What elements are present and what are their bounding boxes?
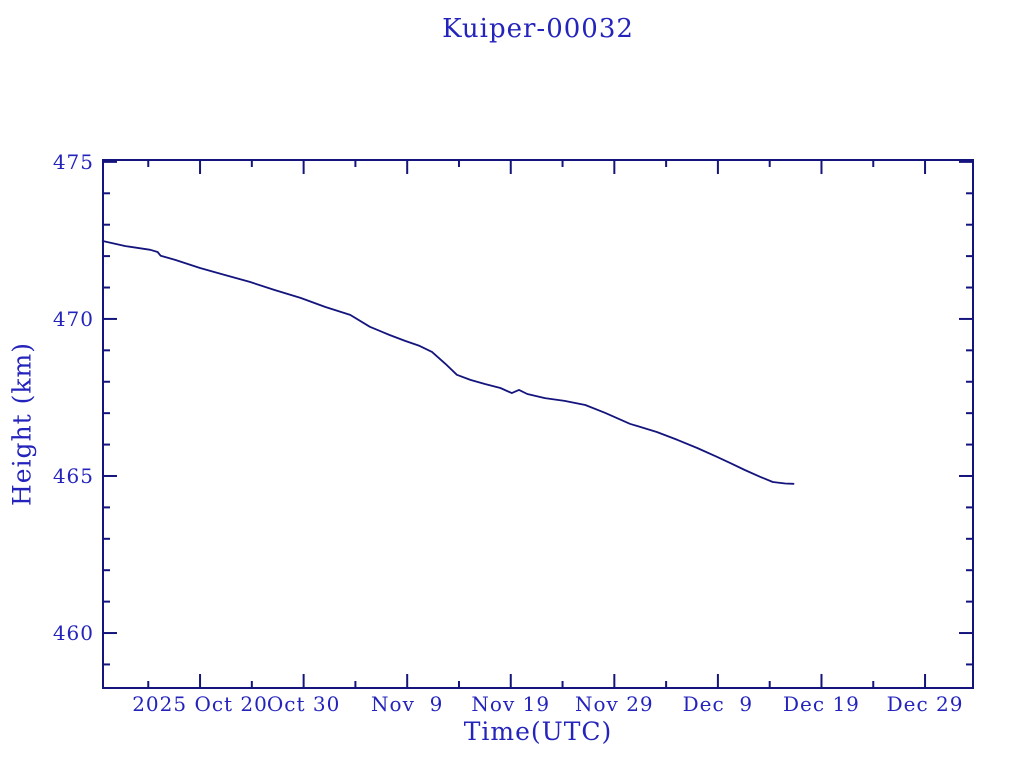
x-tick-label: 2025 Oct 20 xyxy=(132,692,268,716)
chart-title: Kuiper-00032 xyxy=(442,14,634,44)
x-tick-label: Dec 29 xyxy=(887,692,964,716)
x-tick-label: Nov 19 xyxy=(471,692,550,716)
x-axis-label: Time(UTC) xyxy=(463,717,613,746)
x-tick-label: Nov 29 xyxy=(575,692,654,716)
y-axis-label: Height (km) xyxy=(7,341,37,507)
y-tick-label: 475 xyxy=(53,150,94,174)
plot-frame xyxy=(102,159,974,689)
y-tick-label: 460 xyxy=(53,621,94,645)
x-tick-label: Nov 9 xyxy=(371,692,443,716)
height-curve xyxy=(101,240,795,485)
x-tick-label: Dec 19 xyxy=(783,692,860,716)
x-tick-label: Dec 9 xyxy=(683,692,754,716)
x-tick-label: Oct 30 xyxy=(267,692,340,716)
y-tick-label: 470 xyxy=(53,307,94,331)
y-tick-label: 465 xyxy=(53,464,94,488)
